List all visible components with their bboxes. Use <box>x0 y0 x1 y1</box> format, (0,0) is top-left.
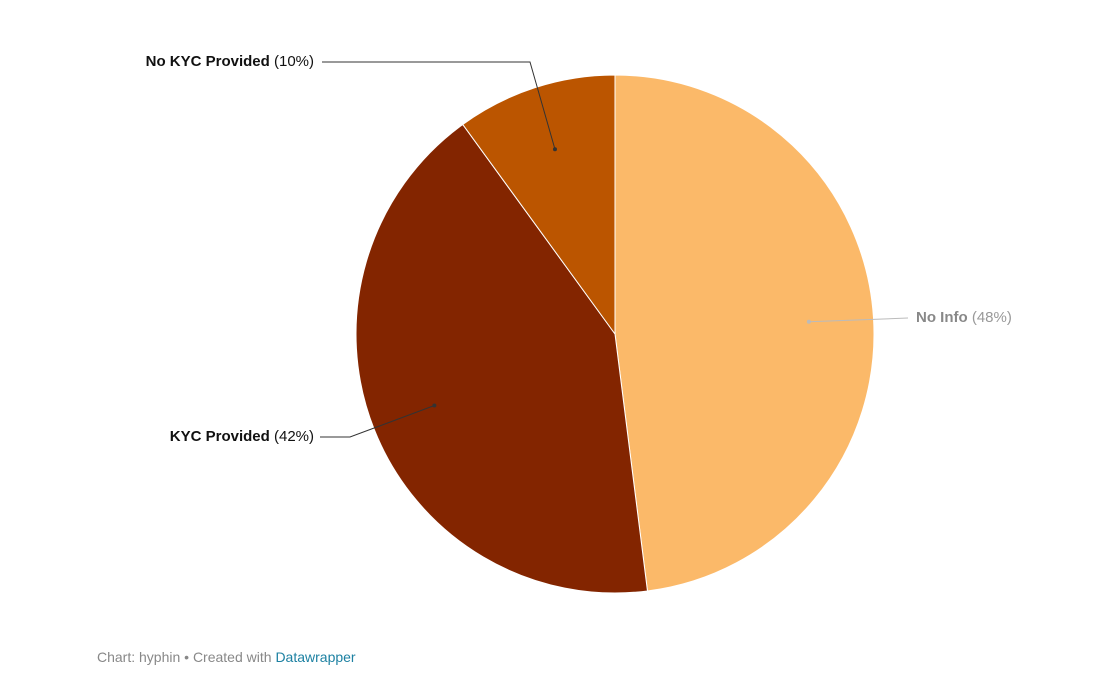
leader-dot <box>432 403 437 408</box>
pie-slice <box>462 74 616 336</box>
footer-text: Chart: hyphin • Created with <box>97 649 272 665</box>
chart: No Info (48%) KYC Provided (42%) No KYC Pr… <box>146 53 1012 594</box>
pie-slice <box>355 123 649 594</box>
leader-dot <box>552 147 557 152</box>
slice-label: KYC Provided (42%) <box>170 428 314 445</box>
slice-name: No KYC Provided <box>146 53 270 70</box>
leader-dot <box>806 319 811 324</box>
slice-label: No Info (48%) <box>916 309 1012 326</box>
footer-link[interactable]: Datawrapper <box>275 649 356 665</box>
slice-value-label: (48%) <box>972 309 1012 326</box>
leader-line <box>320 405 435 438</box>
leader-line <box>322 61 556 150</box>
slice-value-label: (10%) <box>274 53 314 70</box>
leader-line <box>808 317 909 323</box>
pie-slice <box>614 74 875 592</box>
slice-name: KYC Provided <box>170 428 270 445</box>
footer: Chart: hyphin • Created with Datawrapper <box>97 649 356 665</box>
slice-label: No KYC Provided (10%) <box>146 53 314 70</box>
slice-value-label: (42%) <box>274 428 314 445</box>
slice-name: No Info <box>916 309 968 326</box>
